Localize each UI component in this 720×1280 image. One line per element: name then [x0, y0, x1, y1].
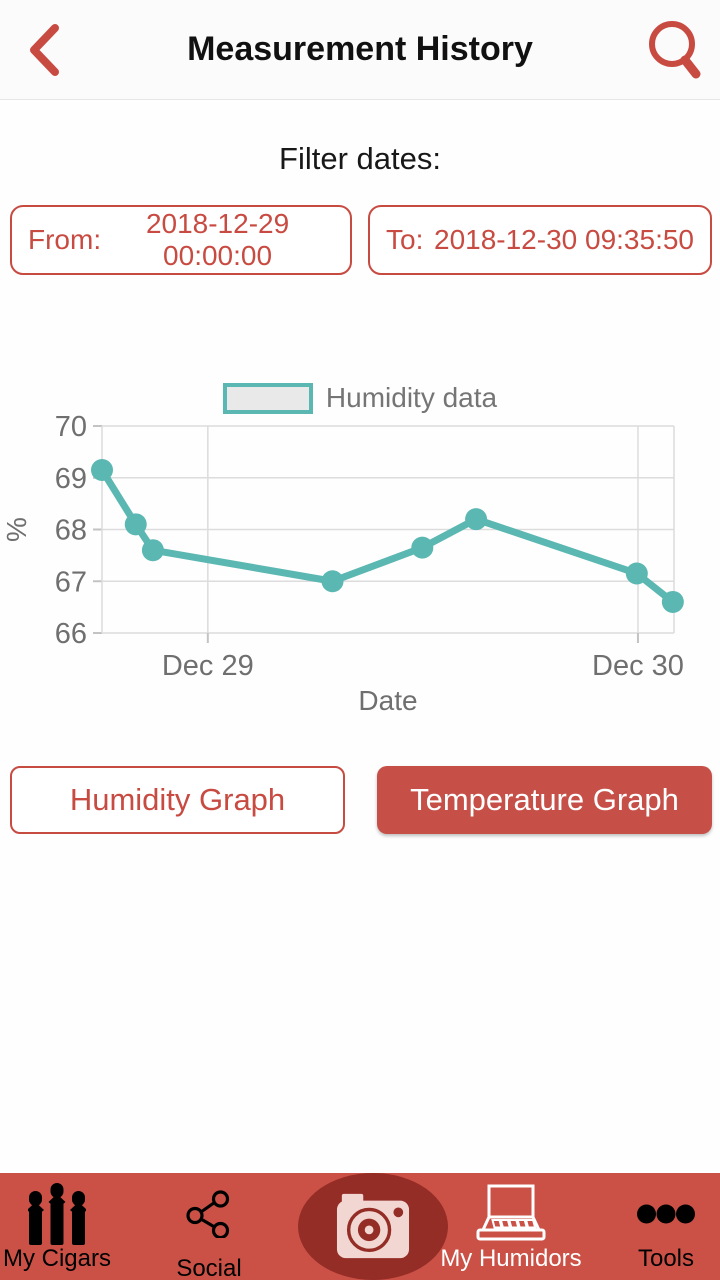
tab-label: Tools [637, 1245, 695, 1272]
to-date-label: To: [386, 224, 424, 255]
to-date-field[interactable]: To: 2018-12-30 09:35:50 [368, 205, 712, 275]
svg-text:%: % [1, 517, 32, 542]
legend-label: Humidity data [325, 382, 498, 413]
from-date-field[interactable]: From: 2018-12-29 00:00:00 [10, 205, 352, 275]
from-date-label: From: [28, 224, 102, 255]
svg-text:Dec 29: Dec 29 [162, 650, 254, 682]
tab-social[interactable] [134, 1173, 284, 1280]
legend-swatch [222, 382, 313, 414]
share-icon [186, 1182, 232, 1246]
cigars-icon [28, 1182, 86, 1246]
svg-text:Date: Date [358, 685, 417, 715]
tab-my-humidors[interactable]: My Humidors [436, 1173, 586, 1280]
search-button[interactable] [640, 16, 704, 84]
tab-label: Social [176, 1255, 242, 1280]
tab-label: My Cigars [2, 1245, 111, 1272]
svg-text:66: 66 [55, 618, 87, 650]
chart-canvas: 70 69 68 67 66 Dec 29 Dec 30% Date [1, 411, 684, 715]
page-title: Measurement History [187, 30, 533, 68]
tab-bar: My Cigars [0, 1173, 720, 1280]
svg-text:68: 68 [55, 515, 87, 547]
humidor-icon [472, 1182, 550, 1246]
to-date-value: 2018-12-30 09:35:50 [434, 224, 694, 255]
search-icon [649, 21, 701, 79]
chevron-left-icon [30, 24, 59, 76]
header: Measurement History [0, 0, 720, 100]
ellipsis-icon [637, 1182, 695, 1246]
tab-label: My Humidors [440, 1245, 582, 1272]
svg-text:69: 69 [55, 463, 87, 495]
filter-dates-label: Filter dates: [279, 141, 441, 176]
back-button[interactable] [18, 22, 70, 78]
chart-legend: Humidity data [0, 382, 720, 414]
svg-text:67: 67 [55, 566, 87, 598]
tab-tools[interactable]: Tools [591, 1173, 720, 1280]
from-date-value: 2018-12-29 00:00:00 [145, 208, 290, 271]
svg-text:Dec 30: Dec 30 [592, 650, 684, 682]
tab-my-cigars[interactable]: My Cigars [0, 1173, 132, 1280]
svg-text:70: 70 [55, 411, 87, 443]
camera-icon [336, 1193, 410, 1259]
humidity-graph-button[interactable]: Humidity Graph [10, 766, 345, 834]
tab-camera[interactable] [298, 1173, 448, 1280]
temperature-graph-button[interactable]: Temperature Graph [377, 766, 712, 834]
humidity-chart: 70 69 68 67 66 Dec 29 Dec 30% Date Humidity dat… [0, 370, 720, 715]
